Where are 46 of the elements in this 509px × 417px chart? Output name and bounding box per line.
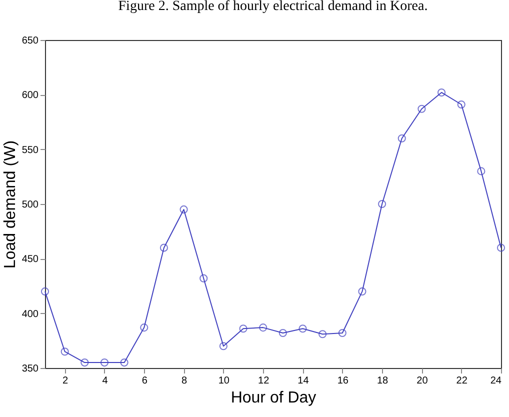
y-tick-label: 600 xyxy=(22,90,39,102)
point xyxy=(378,200,386,208)
x-tick-label: 2 xyxy=(62,376,69,386)
y-tick-label: 350 xyxy=(22,364,39,374)
x-tick-label: 14 xyxy=(298,376,310,386)
point xyxy=(120,358,128,367)
x-tick-label: 6 xyxy=(142,376,148,386)
point xyxy=(298,324,307,333)
point xyxy=(496,244,506,252)
point xyxy=(278,328,287,338)
y-tick-label: 450 xyxy=(22,254,39,266)
y-tick-label: 500 xyxy=(22,200,39,210)
x-axis-title: Hour of Day xyxy=(230,390,316,406)
point xyxy=(60,348,69,356)
point xyxy=(358,287,366,296)
chart-title: Figure 2. Sample of hourly electrical demand in Korea. xyxy=(118,0,428,14)
x-tick-label: 10 xyxy=(218,376,230,386)
x-tick-label: 16 xyxy=(337,376,349,386)
point xyxy=(457,100,466,109)
point xyxy=(437,88,446,97)
point xyxy=(140,324,148,332)
point xyxy=(418,104,426,113)
x-tick-label: 12 xyxy=(258,376,270,386)
point xyxy=(40,287,50,296)
x-tick-label: 8 xyxy=(182,376,188,386)
y-tick-label: 400 xyxy=(22,308,39,320)
y-tick-label: 650 xyxy=(22,36,39,46)
point xyxy=(80,358,89,367)
y-tick-label: 550 xyxy=(22,144,39,156)
point xyxy=(398,134,406,142)
point xyxy=(239,324,248,333)
point xyxy=(259,324,268,332)
x-tick-label: 22 xyxy=(456,376,468,386)
y-axis-title: Load demand (W) xyxy=(2,140,19,269)
point xyxy=(477,167,486,176)
point xyxy=(338,328,346,338)
point xyxy=(219,342,228,350)
point xyxy=(160,244,168,252)
x-tick-label: 24 xyxy=(490,376,502,386)
x-tick-label: 20 xyxy=(416,376,428,386)
x-tick-label: 4 xyxy=(102,376,108,386)
point xyxy=(200,274,208,282)
point xyxy=(180,205,188,214)
x-tick-label: 18 xyxy=(376,376,389,386)
point xyxy=(100,358,109,367)
point xyxy=(318,330,327,338)
